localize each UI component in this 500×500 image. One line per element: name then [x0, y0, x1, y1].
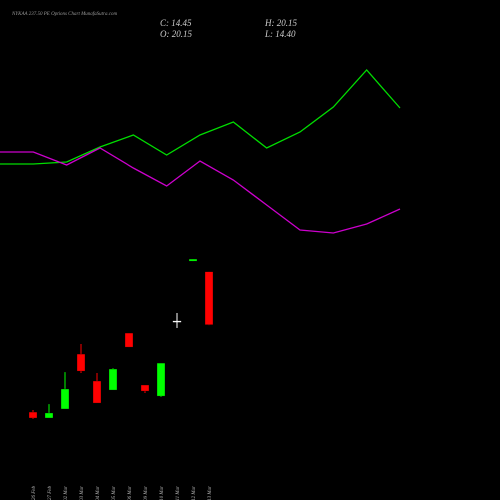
candle-body [204, 271, 214, 325]
candle-body [172, 320, 182, 323]
x-tick-label: 05 Mar [112, 486, 117, 500]
x-tick-label: 10 Mar [160, 486, 165, 500]
indicator-line [0, 69, 401, 165]
candle-body [188, 258, 198, 262]
candle-body [60, 388, 70, 410]
x-tick-label: 26 Feb [32, 486, 37, 500]
candle-body [76, 353, 86, 372]
candle-body [124, 332, 134, 348]
x-tick-label: 11 Mar [176, 486, 181, 500]
x-tick-label: 09 Mar [144, 486, 149, 500]
candle-body [156, 362, 166, 397]
candle-body [92, 380, 102, 404]
candle-body [44, 412, 54, 419]
x-tick-label: 12 Mar [192, 486, 197, 500]
x-tick-label: 06 Mar [128, 486, 133, 500]
x-tick-label: 02 Mar [64, 486, 69, 500]
ohlc-low: L: 14.40 [264, 29, 296, 39]
ohlc-close: C: 14.45 [160, 18, 192, 28]
indicator-line [0, 147, 401, 234]
x-tick-label: 27 Feb [48, 486, 53, 500]
candle-body [140, 384, 150, 392]
candle-body [108, 368, 118, 391]
ohlc-high: H: 20.15 [264, 18, 297, 28]
chart-title: NYKAA 237.50 PE Options Chart MunafaSutr… [11, 12, 117, 17]
x-tick-label: 03 Mar [80, 486, 85, 500]
candle-body [28, 411, 38, 419]
ohlc-open: O: 20.15 [160, 29, 192, 39]
x-tick-label: 13 Mar [208, 486, 213, 500]
x-tick-label: 04 Mar [96, 486, 101, 500]
